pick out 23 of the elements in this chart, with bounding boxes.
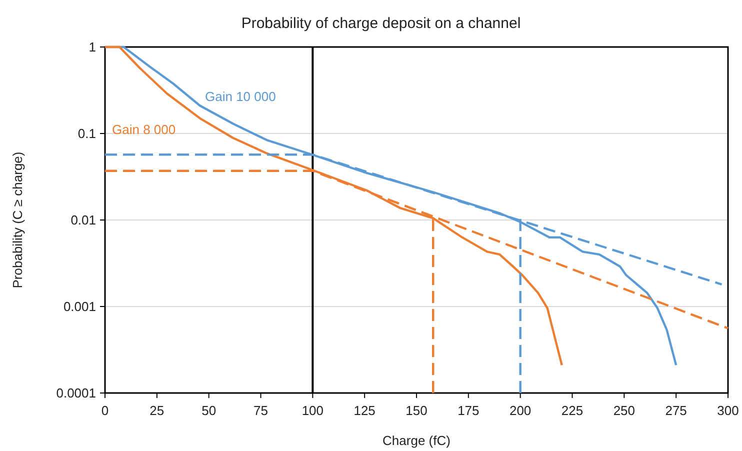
x-tick-label: 25	[150, 403, 164, 418]
x-axis-title: Charge (fC)	[382, 433, 450, 448]
x-tick-label: 200	[509, 403, 532, 418]
chart-title: Probability of charge deposit on a channel	[241, 15, 521, 32]
y-tick-label: 0.001	[63, 299, 96, 314]
x-tick-label: 300	[717, 403, 739, 418]
y-tick-label: 0.01	[70, 212, 96, 228]
x-tick-label: 100	[302, 403, 324, 418]
x-tick-label: 125	[354, 403, 376, 418]
y-axis-title: Probability (C ≥ charge)	[10, 152, 25, 288]
series-label: Gain 8 000	[112, 122, 176, 137]
series-label: Gain 10 000	[205, 89, 276, 104]
x-tick-label: 250	[613, 403, 636, 418]
x-tick-label: 75	[254, 403, 268, 418]
x-tick-label: 225	[561, 403, 584, 418]
y-tick-label: 1	[88, 40, 96, 55]
x-tick-label: 275	[665, 403, 687, 418]
x-tick-label: 50	[202, 403, 216, 418]
x-tick-label: 0	[101, 403, 109, 418]
y-tick-label: 0.1	[78, 126, 96, 142]
x-tick-label: 175	[458, 403, 480, 418]
y-tick-label: 0.0001	[56, 386, 96, 401]
x-tick-label: 150	[406, 403, 428, 418]
